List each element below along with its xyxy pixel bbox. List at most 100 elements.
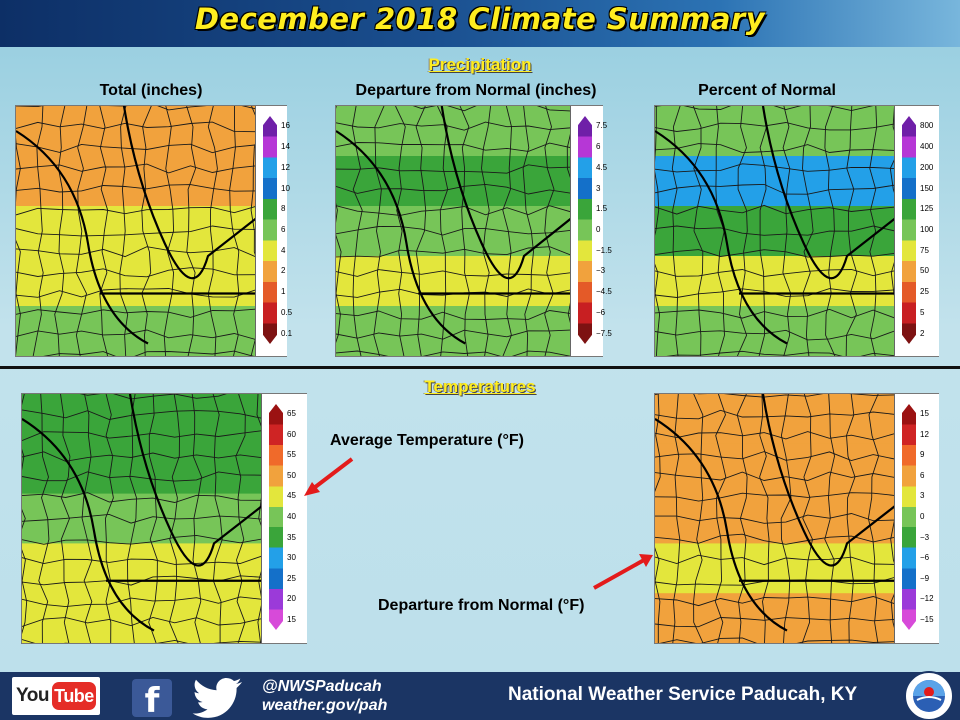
percent-normal-panel: 800 400 200 150 125 100 75 50 25 5 2 [654, 105, 939, 357]
map-shading [655, 543, 894, 595]
nws-logo-icon [904, 671, 954, 720]
legend-tick-label: 100 [920, 225, 934, 234]
youtube-icon[interactable]: You Tube [12, 677, 100, 715]
legend-tick-label: 3 [596, 183, 601, 193]
legend-tick-label: 2 [281, 266, 286, 276]
legend-tick-label: 4 [281, 245, 286, 255]
precipitation-heading: Precipitation [428, 55, 532, 74]
legend-tick-label: 50 [920, 266, 929, 276]
website-link[interactable]: weather.gov/pah [262, 697, 388, 714]
map-shading [336, 106, 570, 157]
map-shading [655, 493, 894, 545]
departure-precip-label: Departure from Normal (inches) [355, 82, 597, 99]
legend-tick-label: 6 [920, 470, 925, 480]
legend-tick-label: 35 [287, 532, 296, 542]
arrow-icon [593, 554, 653, 590]
legend-tick-label: 8 [281, 204, 286, 214]
social-handle[interactable]: @NWSPaducah weather.gov/pah [262, 677, 387, 715]
legend-tick-label: −6 [596, 307, 606, 317]
youtube-tube-text: Tube [52, 682, 96, 710]
departure-precip-panel: 7.5 6 4.5 3 1.5 0 −1.5 −3 −4.5 −6 −7.5 [335, 105, 612, 357]
youtube-you-text: You [16, 685, 49, 706]
map-shading [16, 256, 255, 307]
legend-tick-label: 16 [281, 121, 290, 131]
percent-normal-legend: 800 400 200 150 125 100 75 50 25 5 2 [895, 106, 939, 356]
total-precip-legend: 16 14 12 10 8 6 4 2 1 0.5 0.1 [256, 106, 292, 356]
legend-tick-label: 65 [287, 409, 296, 419]
legend-tick-label: −7.5 [596, 328, 612, 338]
section-divider [0, 366, 960, 369]
legend-tick-label: 200 [920, 162, 934, 172]
map-shading [16, 206, 255, 257]
legend-tick-label: −3 [920, 532, 930, 542]
legend-tick-label: 125 [920, 204, 934, 214]
legend-tick-label: −3 [596, 266, 606, 276]
total-precip-label: Total (inches) [99, 82, 203, 99]
map-shading [655, 394, 894, 445]
legend-tick-label: 7.5 [596, 121, 608, 131]
legend-tick-label: 30 [287, 553, 296, 563]
legend-tick-label: 25 [920, 287, 929, 297]
map-shading [655, 106, 894, 157]
legend-tick-label: 0 [596, 225, 601, 234]
legend-tick-label: 45 [287, 491, 296, 501]
map-shading [22, 543, 261, 595]
legend-tick-label: 6 [281, 225, 286, 234]
temp-departure-legend: 15 12 9 6 3 0 −3 −6 −9 −12 −15 [895, 394, 939, 643]
temperatures-heading: Temperatures [424, 377, 536, 396]
total-precip-map [16, 106, 256, 356]
map-shading [655, 206, 894, 257]
legend-tick-label: 15 [920, 409, 929, 419]
organization-name: National Weather Service Paducah, KY [508, 684, 858, 705]
county-borders [655, 394, 894, 643]
legend-tick-label: 5 [920, 307, 925, 317]
map-shading [655, 256, 894, 307]
temp-departure-map [655, 394, 895, 643]
legend-tick-label: 50 [287, 470, 296, 480]
county-borders [16, 106, 255, 356]
county-borders [336, 106, 570, 356]
legend-tick-label: 9 [920, 450, 925, 460]
total-precip-panel: 16 14 12 10 8 6 4 2 1 0.5 0.1 [15, 105, 292, 357]
legend-tick-label: 4.5 [596, 162, 608, 172]
legend-tick-label: 3 [920, 491, 925, 501]
title-bar [0, 0, 960, 47]
twitter-icon[interactable] [190, 676, 246, 718]
legend-tick-label: 0.5 [281, 307, 293, 317]
legend-tick-label: 75 [920, 245, 929, 255]
temp-departure-panel: 15 12 9 6 3 0 −3 −6 −9 −12 −15 [654, 393, 939, 644]
arrow-icon [304, 457, 354, 496]
legend-tick-label: 60 [287, 429, 296, 439]
map-shading [655, 306, 894, 356]
avg-temp-panel: 65 60 55 50 45 40 35 30 25 20 15 [21, 393, 307, 644]
page-title: December 2018 Climate Summary [194, 2, 766, 36]
legend-tick-label: 10 [281, 183, 290, 193]
legend-tick-label: 55 [287, 450, 296, 460]
legend-tick-label: 0.1 [281, 328, 293, 338]
legend-tick-label: −1.5 [596, 245, 612, 255]
avg-temp-callout: Average Temperature (°F) [330, 432, 525, 449]
map-shading [22, 394, 261, 445]
facebook-icon[interactable]: f [132, 679, 172, 720]
map-shading [336, 256, 570, 307]
legend-tick-label: 800 [920, 121, 934, 131]
map-shading [16, 306, 255, 356]
legend-tick-label: 20 [287, 594, 296, 604]
legend-tick-label: 1 [281, 287, 286, 297]
county-borders [655, 106, 894, 356]
legend-tick-label: 2 [920, 328, 925, 338]
departure-precip-legend: 7.5 6 4.5 3 1.5 0 −1.5 −3 −4.5 −6 −7.5 [571, 106, 612, 356]
legend-tick-label: 40 [287, 512, 296, 521]
legend-tick-label: −12 [920, 594, 934, 604]
avg-temp-map [22, 394, 262, 643]
legend-tick-label: 15 [287, 614, 296, 624]
twitter-handle[interactable]: @NWSPaducah [262, 678, 382, 695]
legend-tick-label: 12 [920, 429, 929, 439]
departure-precip-map [336, 106, 571, 356]
legend-tick-label: 400 [920, 142, 934, 152]
legend-tick-label: 6 [596, 142, 601, 152]
legend-tick-label: −4.5 [596, 287, 612, 297]
legend-tick-label: 12 [281, 162, 290, 172]
county-borders [22, 394, 261, 643]
legend-tick-label: −15 [920, 614, 934, 624]
